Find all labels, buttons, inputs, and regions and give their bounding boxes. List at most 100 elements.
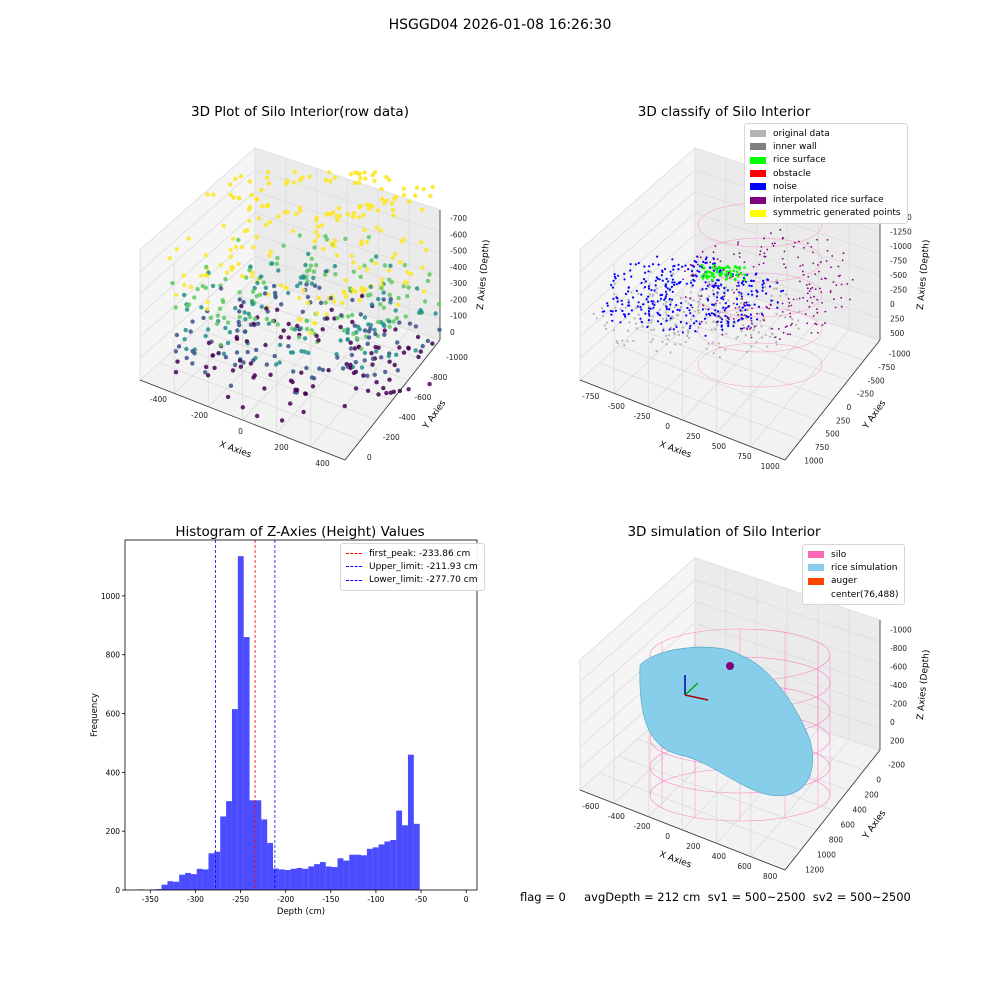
data-point: [254, 197, 260, 202]
data-point: [351, 331, 356, 336]
noise-point: [746, 273, 749, 276]
data-point: [374, 380, 379, 385]
original-data-point: [626, 340, 629, 343]
interpolated-point: [768, 307, 770, 310]
x-tick-label: -750: [582, 392, 599, 401]
original-data-point: [666, 338, 669, 341]
noise-point: [654, 279, 657, 282]
original-data-point: [679, 343, 682, 346]
histogram-bar: [396, 810, 403, 890]
original-data-point: [605, 327, 608, 331]
original-data-point: [685, 334, 689, 337]
rice-surface-point: [723, 273, 727, 276]
noise-point: [635, 289, 638, 292]
histogram-bar: [214, 851, 221, 890]
data-point: [314, 311, 320, 316]
histogram-bar: [372, 847, 379, 890]
interpolated-point: [814, 288, 817, 290]
data-point: [353, 386, 359, 391]
interpolated-point: [819, 261, 822, 264]
noise-point: [727, 324, 730, 328]
data-point: [244, 339, 250, 344]
noise-point: [643, 265, 646, 268]
noise-point: [761, 289, 764, 292]
histogram-bar: [173, 881, 180, 890]
interpolated-point: [791, 322, 793, 325]
data-point: [183, 327, 188, 333]
data-point: [419, 207, 425, 212]
legend-swatch: [750, 170, 766, 178]
noise-point: [647, 307, 650, 310]
data-point: [430, 341, 435, 346]
noise-point: [668, 297, 671, 301]
data-point: [279, 302, 284, 307]
data-point: [205, 306, 210, 312]
z-tick-label: -400: [890, 681, 907, 690]
data-point: [252, 285, 257, 291]
data-point: [203, 370, 208, 375]
noise-point: [708, 266, 712, 269]
original-data-point: [602, 314, 605, 317]
data-point: [297, 233, 302, 238]
rice-surface: [639, 646, 813, 797]
noise-point: [712, 293, 715, 296]
noise-point: [713, 269, 716, 272]
data-point: [381, 200, 387, 206]
noise-point: [681, 331, 684, 334]
noise-point: [669, 317, 672, 320]
original-data-point: [648, 283, 652, 286]
x-tick-label: 0: [238, 427, 243, 436]
data-point: [308, 330, 313, 335]
data-point: [314, 333, 319, 339]
x-tick-label: 800: [763, 872, 778, 880]
noise-point: [724, 307, 728, 310]
noise-point: [698, 322, 701, 325]
data-point: [297, 295, 302, 301]
data-point: [304, 365, 309, 371]
data-point: [273, 362, 279, 367]
legend-item: obstacle: [750, 167, 901, 180]
noise-point: [693, 279, 696, 282]
interpolated-point: [830, 266, 832, 269]
data-point: [277, 360, 282, 365]
data-point: [263, 222, 269, 228]
original-data-point: [649, 340, 652, 343]
data-point: [176, 344, 182, 349]
data-point: [362, 328, 368, 333]
data-point: [314, 215, 319, 220]
interpolated-point: [811, 286, 814, 289]
noise-point: [761, 313, 764, 316]
noise-point: [707, 308, 710, 311]
rice-surface-point: [710, 266, 714, 269]
interpolated-point: [851, 278, 854, 281]
original-data-point: [768, 335, 772, 338]
interpolated-point: [784, 326, 787, 328]
panel1-scatter3d: -400 -200 0 200 400 0 -200 -400 -600 -800 -1000 0 -1…: [139, 146, 490, 468]
data-point: [305, 268, 310, 274]
noise-point: [667, 314, 670, 317]
data-point: [285, 209, 290, 215]
data-point: [374, 349, 379, 354]
data-point: [362, 227, 367, 233]
data-point: [296, 335, 302, 340]
y-tick-label: 250: [836, 416, 851, 425]
interpolated-point: [813, 295, 815, 298]
original-data-point: [755, 341, 758, 344]
original-data-point: [687, 330, 690, 333]
noise-point: [675, 304, 678, 307]
noise-point: [644, 312, 647, 315]
noise-point: [627, 312, 630, 316]
y-tick-label: 400: [852, 806, 867, 815]
data-point: [234, 350, 240, 355]
data-point: [266, 181, 272, 186]
data-point: [358, 176, 363, 181]
data-point: [301, 409, 306, 415]
interpolated-point: [714, 302, 717, 305]
interpolated-point: [789, 333, 791, 336]
legend-item: noise: [750, 180, 901, 193]
noise-point: [643, 286, 647, 289]
noise-point: [747, 325, 750, 328]
interpolated-point: [728, 318, 730, 321]
histogram-bar: [413, 823, 420, 890]
interpolated-point: [758, 263, 761, 266]
